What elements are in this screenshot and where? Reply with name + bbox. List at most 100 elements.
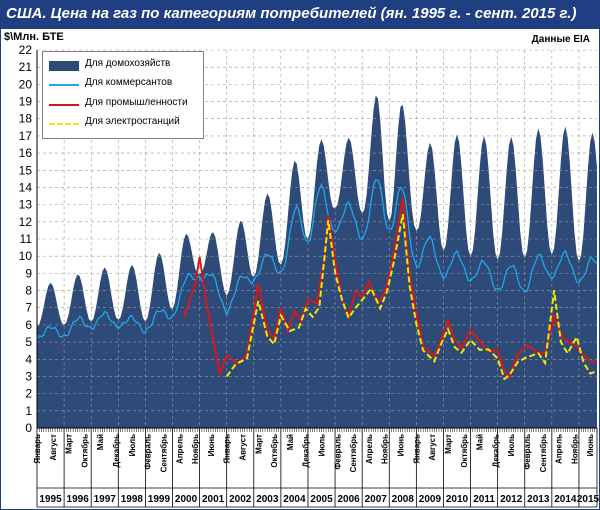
- year-label: 1997: [94, 494, 117, 505]
- legend-label-commercial: Для коммерсантов: [85, 77, 173, 88]
- x-month-label: Май: [476, 434, 485, 450]
- y-tick-label: 21: [19, 60, 33, 74]
- year-label: 1998: [121, 494, 144, 505]
- y-tick-label: 12: [19, 215, 33, 229]
- x-month-label: Апрель: [365, 434, 374, 464]
- y-tick-label: 19: [19, 95, 33, 109]
- y-tick-label: 11: [20, 232, 33, 246]
- legend-item-commercial: Для коммерсантов: [49, 76, 199, 94]
- year-label: 2009: [419, 494, 442, 505]
- x-month-label: Декабрь: [302, 434, 311, 468]
- x-month-label: Ноябрь: [191, 434, 200, 464]
- year-label: 2003: [256, 494, 279, 505]
- year-label: 1995: [39, 494, 62, 505]
- x-month-label: Ноябрь: [570, 434, 579, 464]
- x-month-label: Февраль: [523, 434, 532, 470]
- year-label: 2007: [365, 494, 388, 505]
- x-month-label: Март: [444, 434, 453, 454]
- y-tick-label: 6: [25, 318, 32, 332]
- legend-item-power: Для электростанций: [49, 115, 199, 133]
- title-bar: [0, 0, 600, 28]
- x-month-label: Март: [65, 434, 74, 454]
- year-label: 1996: [67, 494, 90, 505]
- y-tick-label: 0: [25, 421, 32, 435]
- x-month-label: Октябрь: [270, 434, 279, 468]
- x-month-label: Апрель: [555, 434, 564, 464]
- chart-title: США. Цена на газ по категориям потребите…: [6, 5, 577, 22]
- legend-key-households: [49, 61, 79, 71]
- x-month-label: Апрель: [175, 434, 184, 464]
- year-label: 2012: [500, 494, 523, 505]
- y-tick-label: 15: [19, 163, 33, 177]
- legend-key-power: [49, 123, 79, 125]
- y-tick-label: 5: [25, 335, 32, 349]
- y-tick-label: 4: [25, 352, 32, 366]
- year-label: 2002: [229, 494, 252, 505]
- year-label: 2005: [310, 494, 333, 505]
- x-month-label: Февраль: [333, 434, 342, 470]
- year-label: 2004: [283, 494, 306, 505]
- legend-key-commercial: [49, 84, 79, 86]
- y-tick-label: 7: [25, 301, 32, 315]
- x-month-label: Июль: [128, 434, 137, 456]
- legend-label-households: Для домохозяйств: [85, 58, 171, 69]
- y-tick-label: 2: [25, 387, 32, 401]
- legend-item-households: Для домохозяйств: [49, 57, 199, 75]
- x-month-label: Август: [49, 434, 58, 461]
- x-month-label: Декабрь: [112, 434, 121, 468]
- x-month-label: Июнь: [586, 434, 595, 456]
- x-month-label: Декабрь: [491, 434, 500, 468]
- year-label: 2006: [337, 494, 360, 505]
- x-month-label: Июнь: [207, 434, 216, 456]
- x-month-label: Сентябрь: [539, 434, 548, 472]
- x-month-label: Июль: [507, 434, 516, 456]
- legend: Для домохозяйств Для коммерсантов Для пр…: [42, 51, 204, 139]
- year-label: 2015: [577, 494, 600, 505]
- year-label: 2010: [446, 494, 469, 505]
- x-month-label: Май: [286, 434, 295, 450]
- x-month-label: Октябрь: [80, 434, 89, 468]
- y-tick-label: 20: [19, 77, 33, 91]
- x-month-label: Март: [254, 434, 263, 454]
- series-power-line: [225, 213, 598, 381]
- series-commercial-line: [36, 179, 598, 340]
- x-month-label: Июль: [318, 434, 327, 456]
- x-month-label: Январь: [223, 434, 232, 464]
- x-month-label: Февраль: [144, 434, 153, 470]
- legend-label-industrial: Для промышленности: [85, 97, 188, 108]
- year-label: 2013: [527, 494, 550, 505]
- year-label: 2000: [175, 494, 198, 505]
- x-month-label: Сентябрь: [349, 434, 358, 472]
- y-tick-label: 10: [19, 249, 33, 263]
- y-tick-label: 8: [25, 284, 32, 298]
- x-month-label: Май: [96, 434, 105, 450]
- series-households-area: [37, 95, 597, 428]
- x-month-label: Сентябрь: [159, 434, 168, 472]
- x-month-label: Январь: [412, 434, 421, 464]
- x-month-label: Август: [238, 434, 247, 461]
- y-tick-label: 17: [19, 129, 33, 143]
- y-tick-label: 16: [19, 146, 33, 160]
- x-month-label: Ноябрь: [381, 434, 390, 464]
- year-label: 2014: [554, 494, 577, 505]
- x-month-label: Июнь: [397, 434, 406, 456]
- year-label: 1999: [148, 494, 171, 505]
- x-month-label: Январь: [33, 434, 42, 464]
- year-label: 2008: [392, 494, 415, 505]
- x-month-label: Октябрь: [460, 434, 469, 468]
- y-tick-label: 1: [25, 404, 32, 418]
- x-month-label: Август: [428, 434, 437, 461]
- y-tick-label: 9: [25, 266, 32, 280]
- legend-label-power: Для электростанций: [85, 116, 180, 127]
- source-label: Данные EIA: [531, 34, 590, 45]
- year-label: 2001: [202, 494, 225, 505]
- y-tick-label: 3: [25, 369, 32, 383]
- y-tick-label: 13: [19, 198, 33, 212]
- y-tick-label: 18: [19, 112, 33, 126]
- y-axis-unit-label: $\Млн. БТЕ: [4, 31, 64, 43]
- y-tick-label: 22: [19, 43, 33, 57]
- legend-item-industrial: Для промышленности: [49, 96, 199, 114]
- y-tick-label: 14: [19, 180, 33, 194]
- year-label: 2011: [473, 494, 495, 505]
